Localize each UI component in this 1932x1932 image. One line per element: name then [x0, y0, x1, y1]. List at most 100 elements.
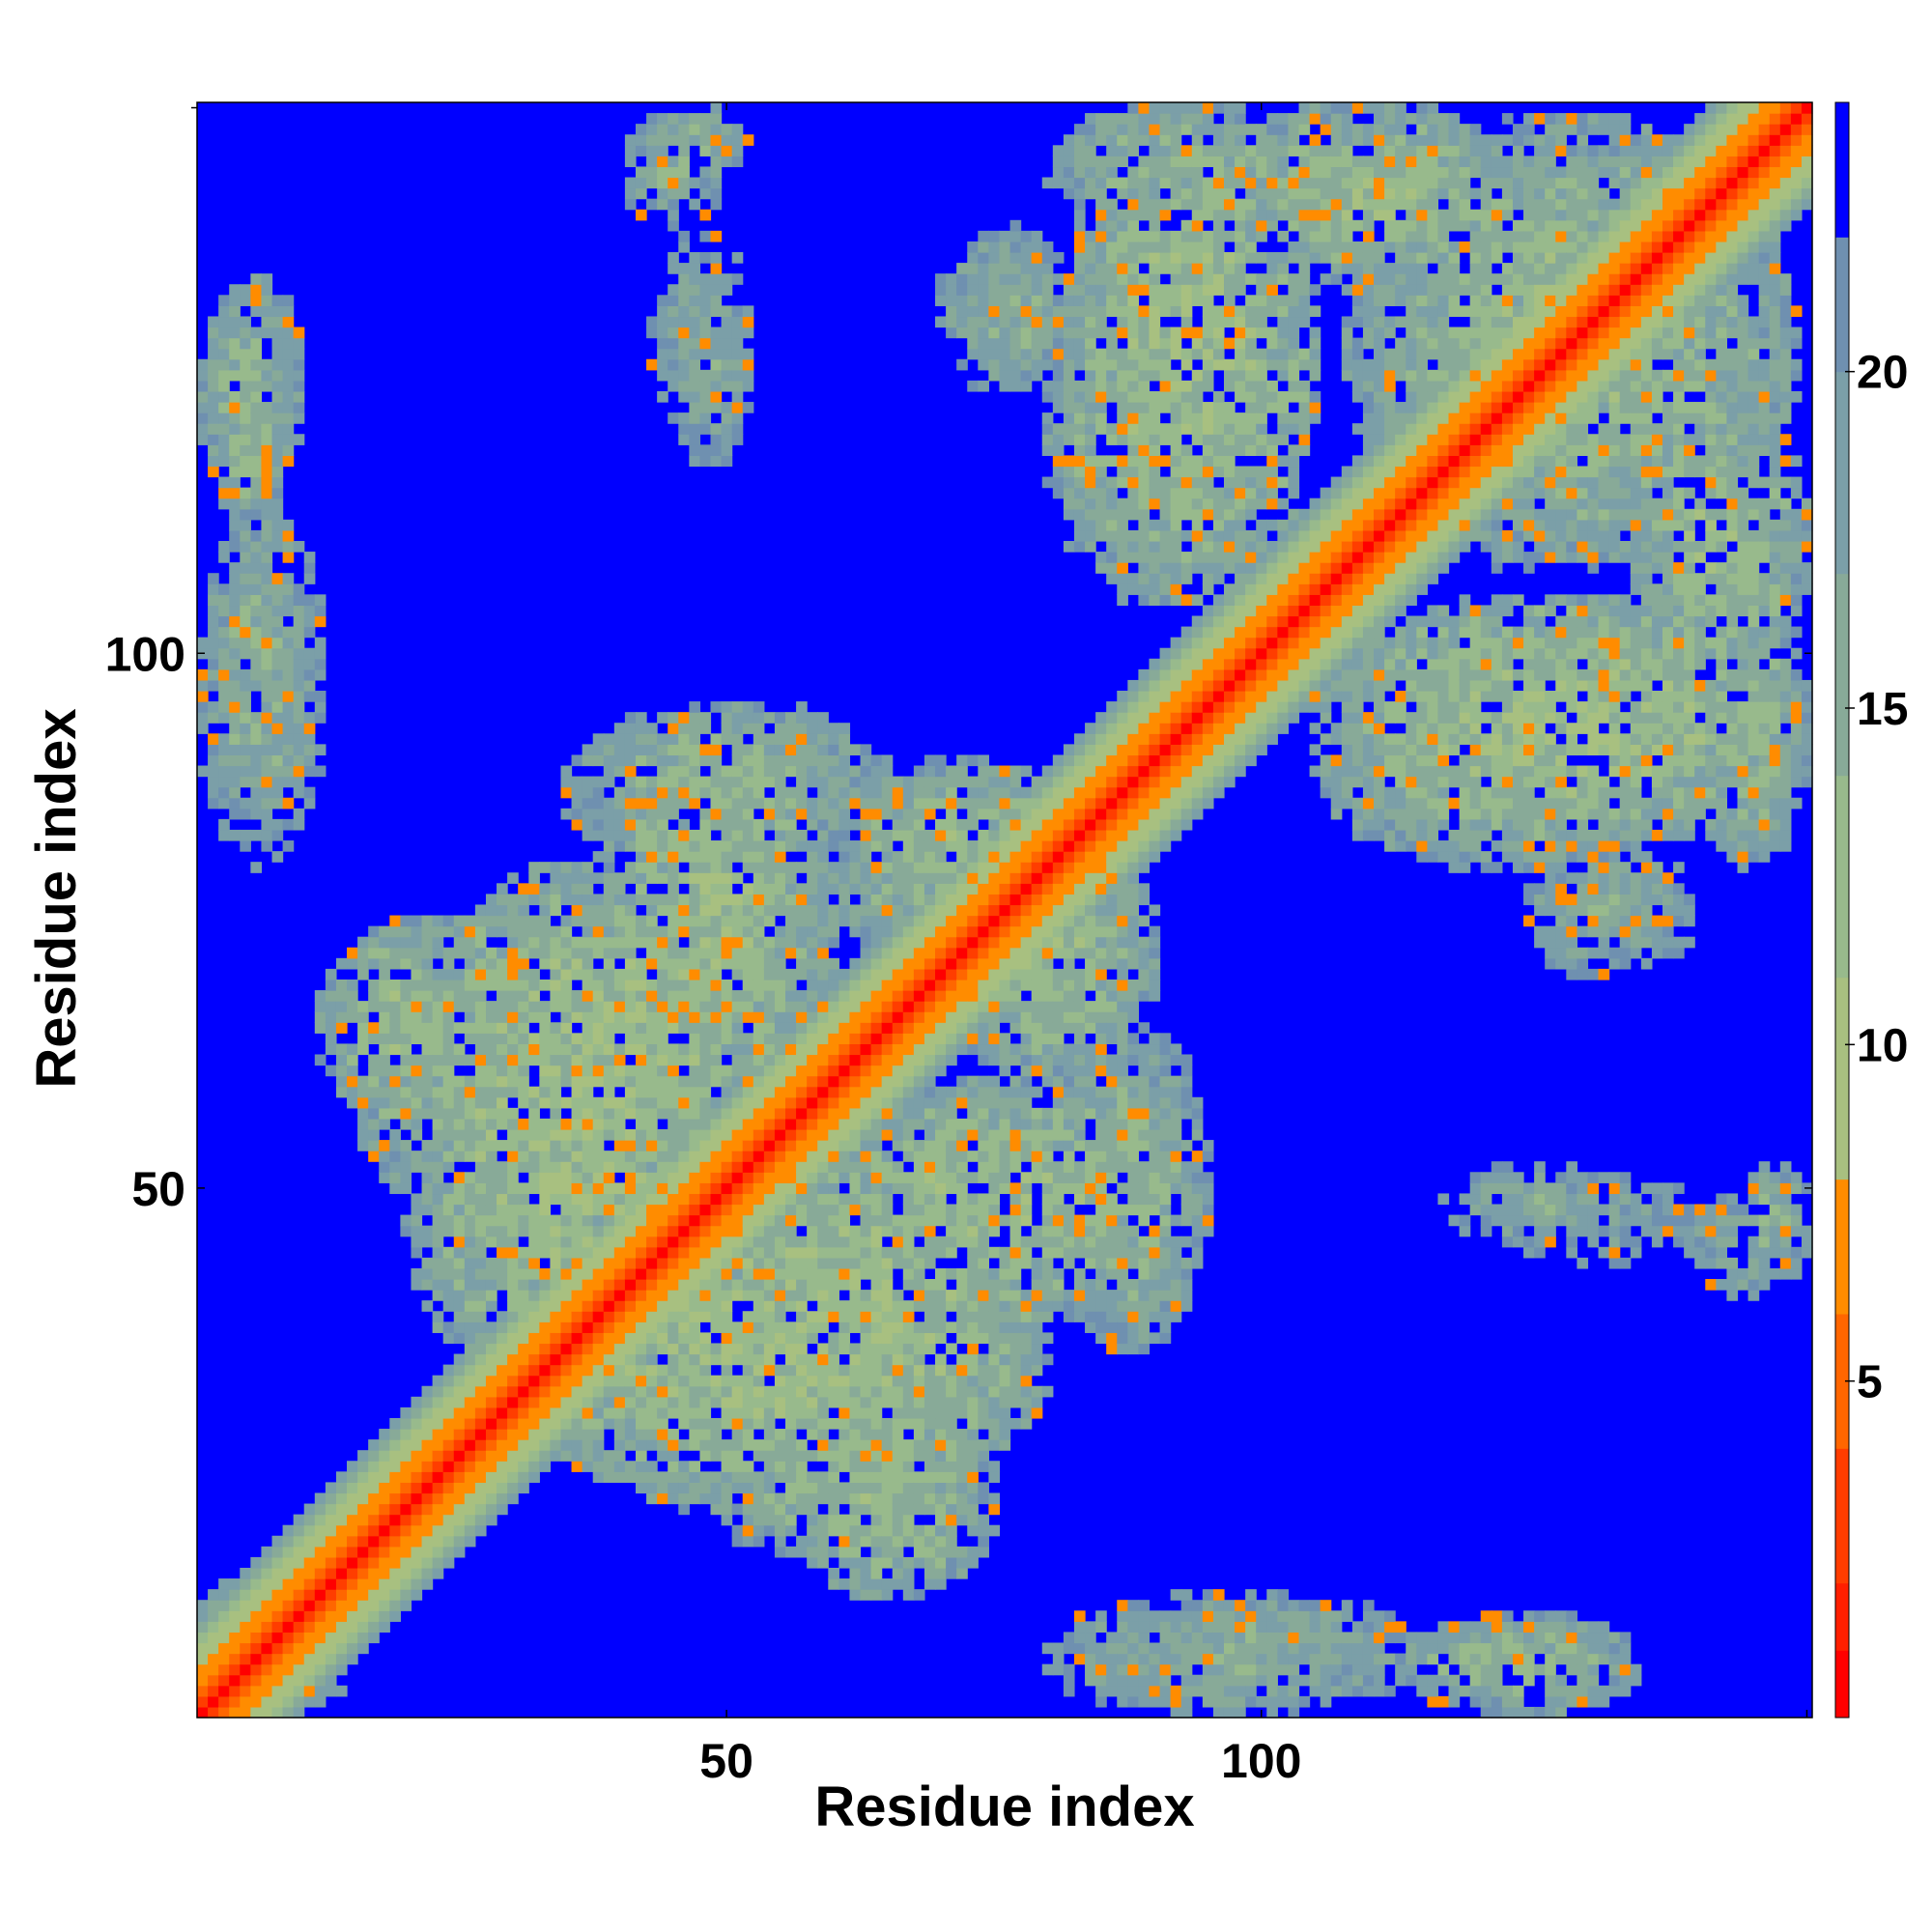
- heatmap-cell: [763, 1001, 776, 1012]
- heatmap-cell: [657, 968, 668, 980]
- heatmap-cell: [539, 1353, 551, 1366]
- heatmap-cell: [753, 990, 765, 1002]
- heatmap-cell: [721, 1321, 733, 1333]
- heatmap-cell: [860, 754, 872, 767]
- heatmap-cell: [774, 862, 786, 873]
- heatmap-cell: [592, 1290, 605, 1301]
- heatmap-cell: [603, 1385, 615, 1398]
- heatmap-cell: [271, 583, 284, 595]
- heatmap-cell: [881, 1096, 894, 1109]
- heatmap-cell: [657, 1128, 668, 1141]
- heatmap-cell: [389, 1471, 401, 1483]
- heatmap-cell: [497, 1279, 508, 1291]
- heatmap-cell: [753, 1257, 765, 1269]
- heatmap-cell: [699, 209, 712, 221]
- heatmap-cell: [807, 1482, 818, 1494]
- heatmap-cell: [742, 1417, 754, 1430]
- heatmap-cell: [860, 1311, 872, 1322]
- heatmap-cell: [710, 1492, 723, 1505]
- heatmap-cell: [271, 337, 284, 350]
- heatmap-cell: [935, 862, 947, 873]
- heatmap-cell: [229, 390, 241, 403]
- heatmap-cell: [742, 1151, 754, 1162]
- heatmap-cell: [988, 904, 1001, 917]
- heatmap-cell: [229, 1663, 241, 1676]
- heatmap-cell: [731, 348, 744, 360]
- heatmap-cell: [999, 1033, 1011, 1045]
- heatmap-cell: [967, 840, 979, 852]
- heatmap-cell: [838, 829, 851, 841]
- heatmap-cell: [721, 701, 733, 713]
- heatmap-cell: [753, 818, 765, 831]
- heatmap-cell: [613, 1461, 626, 1472]
- heatmap-cell: [699, 1396, 712, 1408]
- heatmap-cell: [913, 1471, 925, 1483]
- heatmap-cell: [453, 1279, 466, 1291]
- heatmap-cell: [635, 1140, 647, 1151]
- heatmap-cell: [668, 1128, 679, 1141]
- heatmap-cell: [250, 594, 263, 607]
- heatmap-cell: [935, 1482, 947, 1494]
- heatmap-cell: [807, 1140, 818, 1151]
- heatmap-cell: [250, 786, 263, 799]
- heatmap-cell: [763, 1482, 776, 1494]
- heatmap-cell: [817, 1043, 829, 1056]
- heatmap-cell: [208, 1632, 219, 1644]
- heatmap-cell: [603, 1353, 615, 1366]
- heatmap-cell: [539, 904, 551, 917]
- heatmap-cell: [838, 1151, 851, 1162]
- heatmap-cell: [807, 1406, 818, 1419]
- heatmap-cell: [774, 829, 786, 841]
- heatmap-cell: [271, 466, 284, 478]
- heatmap-cell: [368, 1610, 380, 1622]
- heatmap-cell: [485, 1450, 497, 1462]
- heatmap-cell: [335, 990, 348, 1002]
- heatmap-cell: [314, 765, 327, 778]
- heatmap-cell: [293, 658, 305, 670]
- heatmap-cell: [849, 1406, 862, 1419]
- heatmap-cell: [571, 1214, 583, 1227]
- heatmap-cell: [250, 1600, 263, 1611]
- heatmap-cell: [497, 1321, 508, 1333]
- heatmap-cell: [988, 1075, 1001, 1088]
- heatmap-cell: [550, 957, 562, 970]
- heatmap-cell: [946, 1546, 957, 1558]
- heatmap-cell: [421, 1300, 434, 1312]
- heatmap-cell: [849, 1385, 862, 1398]
- heatmap-cell: [731, 894, 744, 906]
- heatmap-cell: [303, 658, 316, 670]
- heatmap-cell: [988, 851, 1001, 863]
- heatmap-cell: [978, 936, 989, 949]
- heatmap-cell: [967, 1514, 979, 1526]
- heatmap-cell: [967, 380, 979, 392]
- heatmap-cell: [763, 894, 776, 906]
- heatmap-cell: [699, 947, 712, 959]
- heatmap-cell: [271, 316, 284, 328]
- heatmap-cell: [978, 263, 989, 274]
- heatmap-cell: [923, 1043, 936, 1056]
- heatmap-cell: [271, 851, 284, 863]
- heatmap-cell: [507, 1364, 519, 1377]
- heatmap-cell: [453, 1267, 466, 1280]
- heatmap-cell: [613, 829, 626, 841]
- heatmap-cell: [668, 1461, 679, 1472]
- heatmap-cell: [421, 1011, 434, 1023]
- heatmap-cell: [699, 316, 712, 328]
- heatmap-cell: [796, 904, 808, 917]
- heatmap-cell: [400, 1503, 412, 1516]
- heatmap-cell: [646, 1471, 658, 1483]
- heatmap-cell: [603, 818, 615, 831]
- heatmap-cell: [807, 1492, 818, 1505]
- heatmap-cell: [411, 1546, 423, 1558]
- heatmap-cell: [988, 1214, 1001, 1227]
- heatmap-cell: [282, 402, 295, 413]
- heatmap-cell: [742, 957, 754, 970]
- heatmap-cell: [860, 1417, 872, 1430]
- heatmap-cell: [817, 1546, 829, 1558]
- heatmap-cell: [742, 1279, 754, 1291]
- heatmap-cell: [218, 701, 230, 713]
- heatmap-cell: [967, 1439, 979, 1451]
- heatmap-cell: [699, 744, 712, 756]
- heatmap-cell: [978, 230, 989, 242]
- heatmap-cell: [453, 1482, 466, 1494]
